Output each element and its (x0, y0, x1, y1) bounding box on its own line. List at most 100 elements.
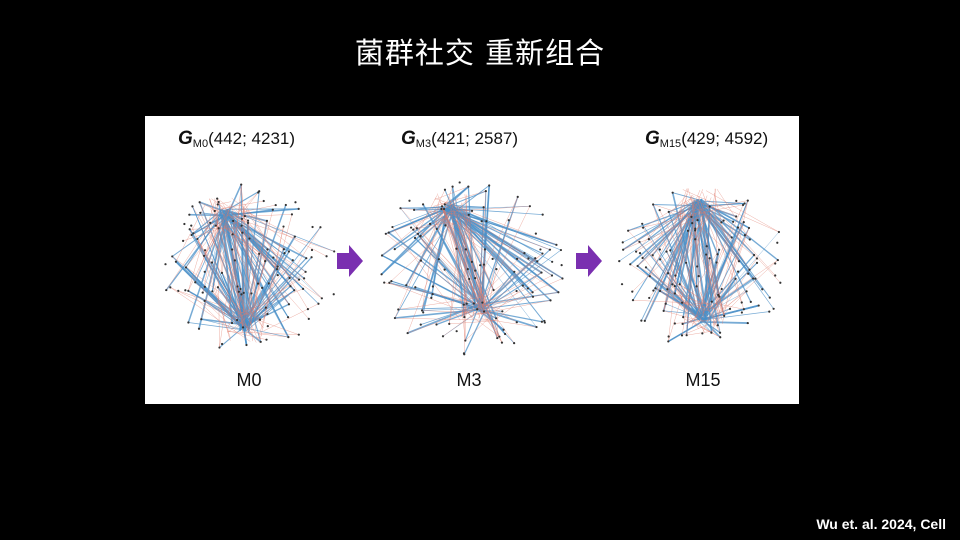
network-node (462, 303, 465, 306)
network-node (776, 241, 779, 244)
negative-edge (407, 222, 451, 334)
network-node (262, 199, 265, 203)
negative-edge (436, 221, 440, 230)
network-node (481, 301, 484, 304)
network-node (431, 293, 434, 296)
negative-edge (465, 314, 493, 341)
network-node (701, 332, 704, 335)
negative-edge (482, 297, 499, 303)
negative-edge (237, 288, 304, 315)
network-node (272, 256, 275, 259)
negative-edge (416, 214, 456, 229)
positive-edge (482, 272, 542, 311)
negative-edge (637, 204, 699, 267)
network-node (419, 259, 423, 262)
network-node (694, 227, 697, 230)
network-node (293, 289, 296, 292)
positive-edge (201, 318, 243, 330)
negative-edge (449, 205, 530, 212)
network-graph-m15 (618, 188, 782, 343)
network-node (380, 273, 383, 276)
network-node (416, 232, 420, 235)
network-node (638, 252, 642, 255)
network-node (211, 290, 214, 293)
negative-edge (649, 213, 709, 299)
network-node (779, 281, 782, 284)
network-node (768, 296, 771, 299)
network-node (220, 342, 224, 346)
network-node (515, 257, 519, 261)
negative-edge (697, 195, 720, 250)
network-node (482, 263, 486, 266)
negative-edge (247, 220, 258, 316)
negative-edge (436, 193, 443, 207)
negative-edge (705, 190, 780, 233)
network-node (708, 257, 711, 260)
network-node (667, 210, 670, 213)
negative-edge (460, 258, 536, 318)
negative-edge (219, 200, 241, 348)
network-node (717, 248, 721, 251)
network-node (635, 250, 638, 253)
network-node (405, 284, 408, 287)
network-node (198, 201, 201, 204)
negative-edge (635, 193, 689, 252)
negative-edge (240, 184, 245, 225)
negative-edge (420, 200, 468, 237)
network-node (697, 275, 700, 278)
negative-edge (170, 287, 227, 315)
negative-edge (465, 194, 468, 341)
network-node (419, 323, 422, 326)
network-node (243, 215, 246, 218)
network-node (495, 317, 498, 320)
negative-edge (476, 309, 481, 319)
network-node (681, 322, 684, 326)
network-node (705, 245, 708, 248)
network-node (690, 215, 693, 218)
negative-edge (192, 206, 264, 328)
network-node (282, 248, 286, 251)
network-node (515, 321, 518, 324)
negative-edge (700, 326, 712, 333)
network-node (644, 266, 648, 269)
network-node (271, 208, 274, 211)
network-node (182, 239, 185, 242)
positive-edge (484, 249, 551, 311)
network-node (735, 215, 738, 218)
negative-edge (218, 222, 278, 267)
slide-title: 菌群社交 重新组合 (354, 36, 606, 70)
negative-edge (172, 256, 251, 316)
negative-edge (691, 204, 744, 327)
network-node (710, 300, 713, 303)
network-node (435, 227, 438, 231)
network-node (734, 277, 737, 280)
negative-edge (204, 300, 263, 336)
network-node (319, 226, 322, 229)
network-node (283, 252, 286, 255)
network-node (723, 314, 726, 317)
network-node (216, 203, 219, 206)
negative-edge (663, 310, 706, 323)
negative-edge (480, 249, 486, 307)
negative-edge (717, 214, 781, 283)
network-node (470, 209, 474, 212)
network-node (240, 217, 244, 221)
network-node (736, 226, 740, 229)
network-node (743, 202, 746, 205)
network-node (458, 181, 461, 184)
negative-edge (434, 186, 469, 200)
negative-edge (699, 222, 744, 322)
negative-edge (201, 204, 231, 320)
negative-edge (217, 287, 241, 317)
network-node (757, 304, 760, 307)
negative-edge (204, 250, 264, 329)
network-node (536, 260, 539, 263)
network-node (740, 311, 743, 314)
network-node (560, 264, 563, 267)
negative-edge (667, 213, 711, 290)
network-node (722, 219, 725, 222)
negative-edge (441, 186, 453, 218)
network-node (720, 287, 723, 291)
network-node (240, 183, 243, 186)
network-node (332, 293, 335, 296)
